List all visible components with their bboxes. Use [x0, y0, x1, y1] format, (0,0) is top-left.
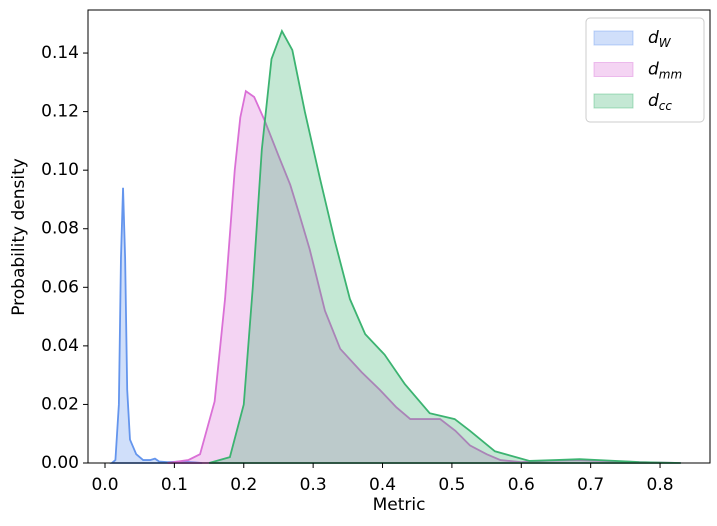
- plot-frame: [87, 9, 711, 464]
- legend-swatch: [593, 30, 634, 46]
- y-tick-label: 0.06: [41, 277, 79, 297]
- density-area: [109, 187, 203, 464]
- y-tick-label: 0.08: [41, 219, 79, 239]
- x-tick-label: 0.6: [508, 475, 535, 495]
- y-tick-label: 0.14: [41, 43, 79, 63]
- x-tick-label: 0.5: [438, 475, 465, 495]
- y-tick-label: 0.10: [41, 160, 79, 180]
- x-axis-label: Metric: [373, 495, 426, 515]
- x-tick-label: 0.1: [161, 475, 188, 495]
- legend-label: dcc: [648, 91, 672, 113]
- legend-label: dmm: [648, 60, 682, 82]
- y-tick-label: 0.04: [41, 336, 79, 356]
- legend-box: [585, 17, 705, 123]
- x-tick-label: 0.4: [369, 475, 396, 495]
- legend-label: dW: [648, 28, 672, 50]
- y-tick-label: 0.12: [41, 102, 79, 122]
- y-tick-label: 0.00: [41, 453, 79, 473]
- x-tick-label: 0.8: [647, 475, 674, 495]
- legend-swatch: [593, 62, 634, 77]
- legend-swatch: [593, 93, 634, 109]
- x-tick-label: 0.0: [91, 475, 118, 495]
- x-tick-label: 0.2: [230, 475, 257, 495]
- y-tick-label: 0.02: [41, 394, 79, 414]
- x-tick-label: 0.7: [577, 475, 604, 495]
- x-tick-label: 0.3: [300, 475, 327, 495]
- y-axis-label: Probability density: [9, 158, 29, 316]
- density-area: [208, 28, 681, 464]
